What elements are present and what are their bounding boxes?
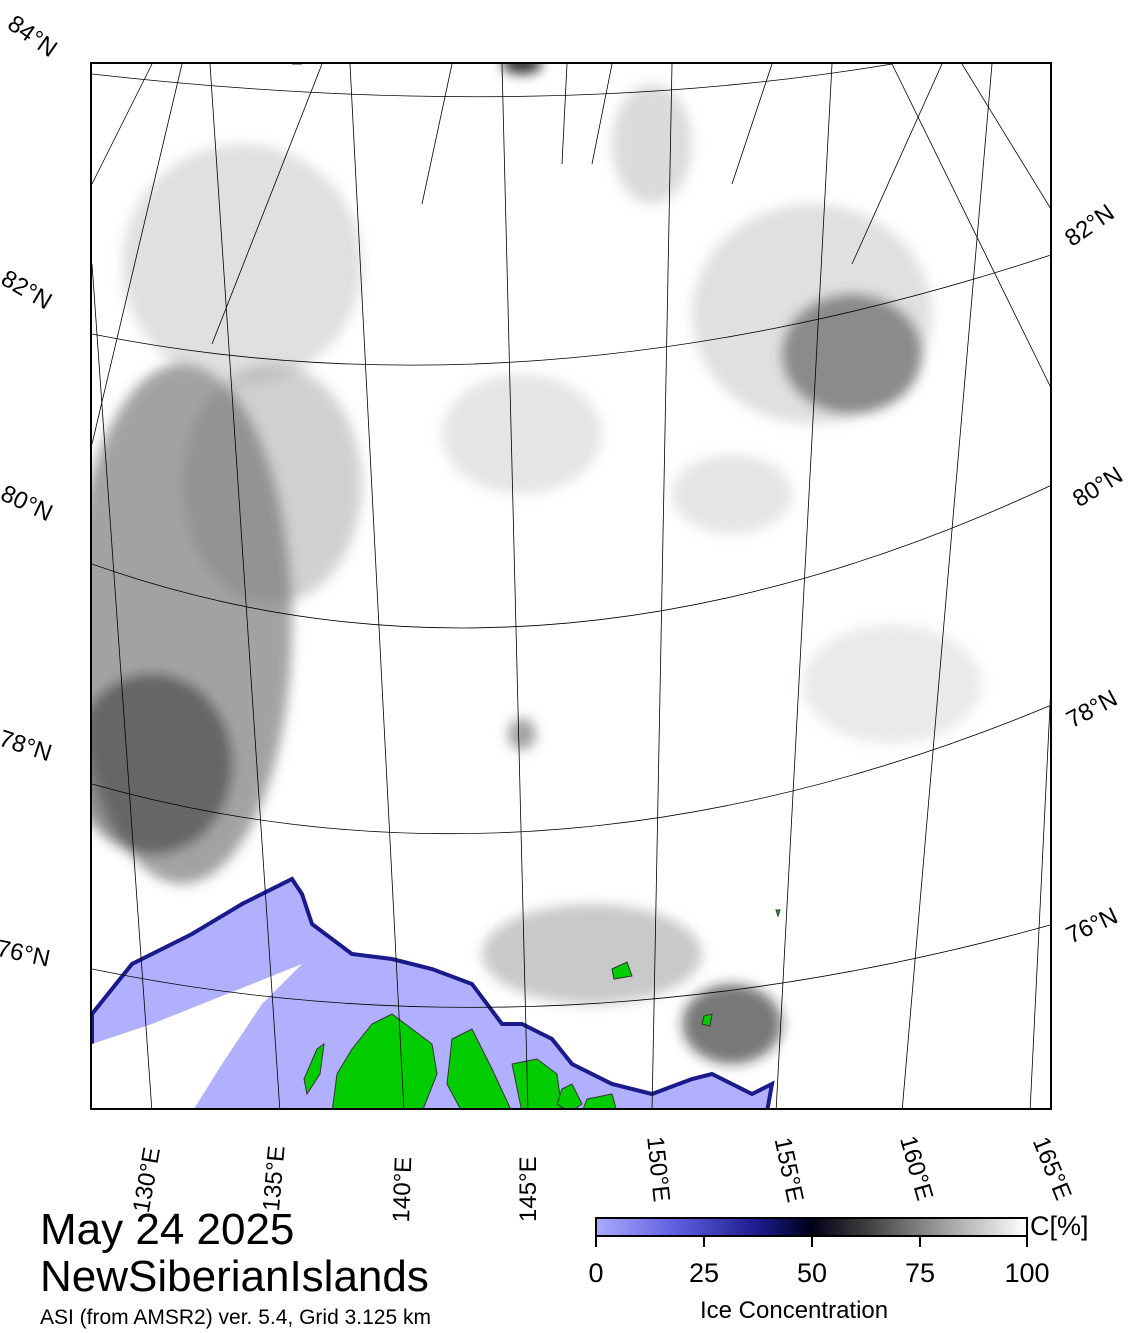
colorbar-tick bbox=[1026, 1237, 1028, 1247]
colorbar-unit: C[%] bbox=[1030, 1211, 1089, 1241]
lat-label-82n-right: 82°N bbox=[1060, 199, 1120, 253]
colorbar-tick bbox=[919, 1237, 921, 1247]
colorbar bbox=[595, 1217, 1028, 1237]
date-title: May 24 2025 bbox=[40, 1205, 295, 1254]
region-title: NewSiberianIslands bbox=[40, 1252, 429, 1301]
lat-label-82n-left: 82°N bbox=[0, 265, 57, 316]
lon-label-140e: 140°E bbox=[388, 1156, 418, 1223]
map-panel bbox=[90, 62, 1052, 1110]
colorbar-title: Ice Concentration bbox=[700, 1297, 889, 1324]
lon-label-145e: 145°E bbox=[515, 1156, 542, 1222]
land bbox=[92, 909, 781, 1108]
colorbar-tick bbox=[811, 1237, 813, 1247]
graticule bbox=[92, 64, 1050, 1108]
lon-label-155e: 155°E bbox=[768, 1135, 809, 1205]
lat-label-78n-left: 78°N bbox=[0, 725, 56, 768]
lon-label-135e: 135°E bbox=[258, 1144, 291, 1213]
lat-label-76n-right: 76°N bbox=[1062, 902, 1123, 950]
source-note: ASI (from AMSR2) ver. 5.4, Grid 3.125 km bbox=[40, 1306, 431, 1329]
colorbar-label-75: 75 bbox=[904, 1258, 936, 1288]
open-water bbox=[92, 876, 775, 1108]
colorbar-label-25: 25 bbox=[688, 1258, 720, 1288]
lat-label-78n-right: 78°N bbox=[1062, 684, 1123, 734]
lon-label-160e: 160°E bbox=[894, 1133, 939, 1204]
colorbar-label-0: 0 bbox=[588, 1258, 604, 1288]
ice-concentration-map bbox=[92, 64, 1050, 1108]
lon-label-165e: 165°E bbox=[1026, 1133, 1077, 1204]
lat-label-80n-right: 80°N bbox=[1068, 461, 1128, 513]
lon-label-150e: 150°E bbox=[641, 1135, 675, 1204]
lat-label-80n-left: 80°N bbox=[0, 480, 57, 528]
colorbar-label-100: 100 bbox=[1004, 1258, 1050, 1288]
lat-label-76n-left: 76°N bbox=[0, 935, 53, 973]
ice-texture bbox=[92, 64, 982, 1064]
colorbar-tick bbox=[595, 1237, 597, 1247]
colorbar-label-50: 50 bbox=[796, 1258, 828, 1288]
colorbar-tick bbox=[703, 1237, 705, 1247]
lat-label-84n-left: 84°N bbox=[2, 10, 62, 63]
